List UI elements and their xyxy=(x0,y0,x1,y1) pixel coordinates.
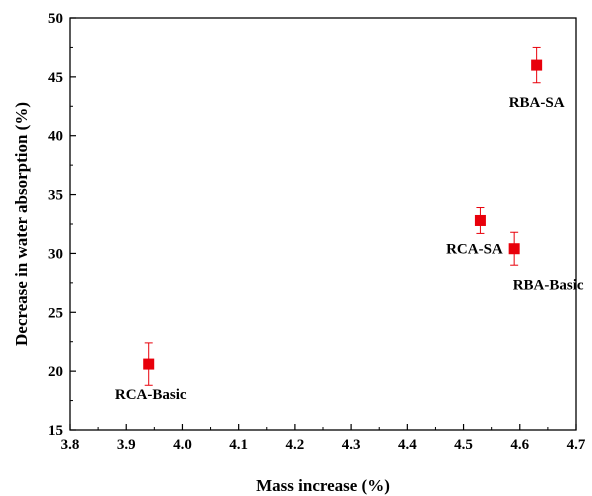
x-tick-label: 4.1 xyxy=(229,437,248,453)
point-label: RBA-Basic xyxy=(513,278,584,294)
x-tick-label: 4.4 xyxy=(398,437,417,453)
y-tick-label: 35 xyxy=(48,188,63,204)
data-point: RCA-Basic xyxy=(115,342,187,403)
data-point: RBA-Basic xyxy=(508,231,584,294)
x-tick-label: 3.8 xyxy=(61,437,80,453)
x-tick-label: 4.7 xyxy=(567,437,586,453)
x-tick-label: 4.0 xyxy=(173,437,192,453)
x-tick-label: 4.6 xyxy=(510,437,529,453)
point-label: RCA-SA xyxy=(446,241,503,257)
x-tick-label: 3.9 xyxy=(117,437,136,453)
x-tick-label: 4.2 xyxy=(286,437,305,453)
point-marker xyxy=(508,243,520,255)
x-tick-label: 4.3 xyxy=(342,437,361,453)
y-axis-title: Decrease in water absorption (%) xyxy=(12,102,31,346)
y-tick-label: 45 xyxy=(48,70,63,86)
data-point: RCA-SA xyxy=(446,207,503,257)
y-tick-label: 15 xyxy=(48,423,63,439)
y-tick-label: 25 xyxy=(48,305,63,321)
point-label: RBA-SA xyxy=(509,95,565,111)
y-axis: 15 20 25 30 35 40 45 50 xyxy=(48,11,76,439)
y-tick-label: 40 xyxy=(48,129,63,145)
point-marker xyxy=(531,59,543,71)
x-axis-title: Mass increase (%) xyxy=(256,476,390,495)
y-tick-label: 50 xyxy=(48,11,63,27)
point-marker xyxy=(474,214,486,226)
point-marker xyxy=(143,358,155,370)
point-label: RCA-Basic xyxy=(115,387,187,403)
data-points: RCA-Basic RCA-SA RBA-Basic RBA-SA xyxy=(115,46,584,403)
x-tick-label: 4.5 xyxy=(454,437,473,453)
x-axis: 3.8 3.9 4.0 4.1 4.2 4.3 4.4 4.5 4.6 4.7 xyxy=(61,424,586,453)
data-point: RBA-SA xyxy=(509,46,565,111)
y-tick-label: 30 xyxy=(48,246,63,262)
y-tick-label: 20 xyxy=(48,364,63,380)
